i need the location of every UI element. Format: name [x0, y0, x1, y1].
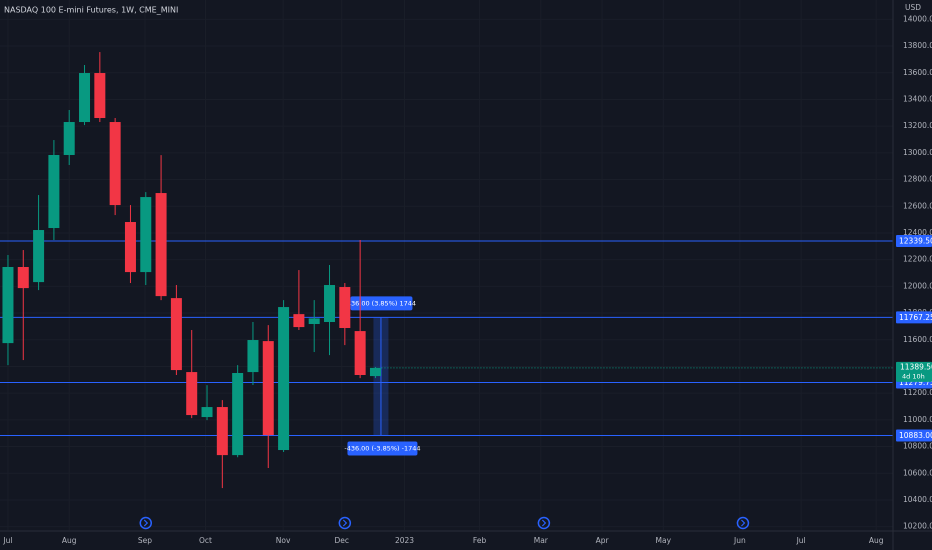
x-tick-label: Sep [138, 536, 152, 545]
currency: USD [905, 3, 921, 12]
level-label-box [896, 311, 932, 324]
countdown: 4d 10h [902, 372, 925, 380]
y-tick-label: 11200.00 [903, 388, 932, 397]
x-tick-label: Feb [473, 536, 487, 545]
candle-body [48, 154, 60, 229]
candle-body [140, 197, 152, 273]
candle-body [324, 285, 336, 323]
y-tick-label: 13600.00 [903, 68, 932, 77]
candle-body [170, 298, 182, 371]
y-tick-label: 12400.00 [903, 228, 932, 237]
candle-body [2, 267, 14, 344]
y-tick-label: 13800.00 [903, 41, 932, 50]
y-tick-label: 10600.00 [903, 468, 932, 477]
measure-upper-label: 436.00 (3.85%) 1744 [347, 299, 416, 307]
level-label: 11279.75 [899, 378, 932, 387]
candle-body [308, 318, 320, 325]
y-tick-label: 12000.00 [903, 281, 932, 290]
event-icon [139, 516, 153, 530]
event-icon [736, 516, 750, 530]
candle-body [201, 407, 213, 418]
candle-body [186, 372, 198, 416]
y-tick-label: 12600.00 [903, 201, 932, 210]
x-tick-label: 2023 [395, 536, 414, 545]
candle-body [33, 230, 45, 283]
level-label-box [896, 235, 932, 248]
candle-body [216, 407, 228, 456]
y-tick-label: 13000.00 [903, 148, 932, 157]
axis: 10200.00 10400.00 10600.00 10800.00 11000.00… [2, 14, 932, 545]
candle-body [369, 367, 381, 377]
event-icon [338, 516, 352, 530]
event-icon [537, 516, 551, 530]
candle-body [109, 122, 121, 206]
level-label: 12339.50 [899, 237, 932, 246]
candle-body [79, 73, 91, 123]
event-icon-glyph [143, 519, 149, 527]
candle-body [155, 193, 167, 297]
y-tick-label: 12800.00 [903, 175, 932, 184]
candle-body [124, 222, 136, 273]
x-tick-label: Mar [534, 536, 549, 545]
candle-body [354, 331, 366, 376]
measure-upper-box [350, 296, 413, 311]
candle-body [339, 287, 351, 329]
candle-body [278, 307, 290, 451]
candle-body [247, 340, 259, 373]
x-tick-label: Aug [869, 536, 884, 545]
x-tick-label: Jun [733, 536, 746, 545]
chart-title: NASDAQ 100 E-mini Futures, 1W, CME_MINI [4, 6, 178, 15]
measure-lower-label: -436.00 (-3.85%) -1744 [344, 444, 420, 452]
event-icon-glyph [342, 519, 348, 527]
y-tick-label: 13200.00 [903, 121, 932, 130]
x-tick-label: Aug [62, 536, 77, 545]
x-tick-label: Apr [596, 536, 610, 545]
event-icon-glyph [741, 519, 746, 527]
level-label: 10883.00 [899, 431, 932, 440]
y-tick-label: 13400.00 [903, 94, 932, 103]
candle-body [232, 373, 244, 456]
x-tick-label: Jul [2, 536, 12, 545]
candle-body [293, 314, 305, 328]
candle-body [63, 122, 75, 155]
candle-body [262, 341, 274, 436]
level-label-box [896, 429, 932, 442]
x-tick-label: Oct [199, 536, 212, 545]
x-tick-label: Dec [335, 536, 350, 545]
last-price-label: 11389.50 [900, 362, 932, 371]
y-tick-label: 11600.00 [903, 335, 932, 344]
measure-lower-box [347, 441, 418, 456]
level-label: 11767.25 [899, 313, 932, 322]
candle-body [17, 267, 29, 289]
plot: 436.00 (3.85%) 1744 -436.00 (-3.85%) -174… [0, 52, 893, 489]
x-tick-label: May [656, 536, 672, 545]
y-tick-label: 10200.00 [903, 522, 932, 531]
event-icon-glyph [541, 519, 547, 527]
y-tick-label: 10400.00 [903, 495, 932, 504]
x-tick-label: Jul [796, 536, 806, 545]
y-tick-label: 10800.00 [903, 442, 932, 451]
candle-body [94, 73, 106, 119]
y-tick-label: 12200.00 [903, 255, 932, 264]
x-tick-label: Nov [276, 536, 291, 545]
last-price-box [896, 361, 932, 382]
y-tick-label: 11000.00 [903, 415, 932, 424]
y-tick-label: 14000.00 [903, 14, 932, 23]
